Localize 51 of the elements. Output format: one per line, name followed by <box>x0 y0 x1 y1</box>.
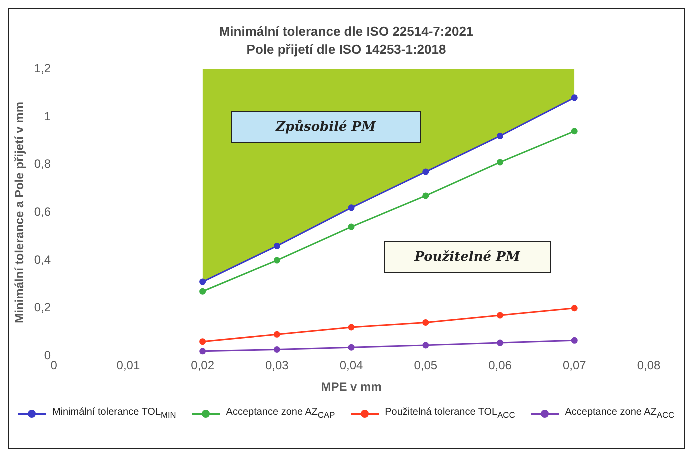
point <box>348 324 355 331</box>
point <box>571 94 578 102</box>
x-tick-label: 0,05 <box>414 358 438 373</box>
y-tick-label: 0,8 <box>34 157 52 172</box>
point <box>497 159 504 166</box>
y-tick-label: 0,2 <box>34 300 52 315</box>
point <box>274 242 280 250</box>
y-axis-title: Minimální tolerance a Pole přijetí v mm <box>12 102 27 324</box>
point <box>348 344 355 351</box>
point <box>200 348 206 355</box>
point <box>571 305 578 312</box>
x-tick-label: 0,06 <box>488 358 512 373</box>
legend-label: Acceptance zone AZ$_{ACC}$ <box>565 407 675 420</box>
point <box>422 192 430 200</box>
legend-label: Minimální tolerance TOL$_{MIN}$ <box>52 407 176 420</box>
point <box>274 346 280 353</box>
annotation: Způsobilé PM <box>276 120 376 134</box>
annotation: Použitelné PM <box>414 250 520 264</box>
y-tick-label: 0 <box>44 348 52 363</box>
label-box: Použitelné PM <box>384 241 551 273</box>
label-box: Způsobilé PM <box>231 111 421 143</box>
legend-label: Acceptance zone AZ$_{CAP}$ <box>226 407 336 420</box>
point <box>422 168 430 176</box>
point <box>200 338 206 346</box>
y-tick-label: 0,6 <box>34 205 52 220</box>
y-tick-label: 1,2 <box>34 62 52 76</box>
point <box>348 224 355 230</box>
y-tick-label: 0,4 <box>34 252 52 267</box>
point <box>422 319 430 326</box>
point <box>571 337 578 344</box>
x-tick-label: 0,07 <box>562 358 587 373</box>
point <box>200 288 206 295</box>
point <box>200 278 206 286</box>
point <box>348 204 355 212</box>
point <box>497 312 504 319</box>
point <box>571 128 578 135</box>
x-tick-label: 0,02 <box>191 358 215 373</box>
legend-label: Použitelná tolerance TOL$_{ACC}$ <box>385 407 516 420</box>
x-tick-label: 0,03 <box>265 358 290 373</box>
point <box>274 331 280 338</box>
y-tick-label: 1 <box>44 109 52 124</box>
point <box>274 257 280 264</box>
point <box>497 132 504 140</box>
x-tick-label: 0,08 <box>637 358 661 373</box>
point <box>497 340 504 346</box>
point <box>422 342 430 349</box>
x-tick-label: 0,01 <box>116 358 140 373</box>
x-axis-title: MPE v mm <box>321 380 382 394</box>
chart-title: Minimální tolerance dle ISO 22514-7:2021 <box>218 23 475 41</box>
x-tick-label: 0,04 <box>340 358 364 373</box>
chart-subtitle: Pole přijetí dle ISO 14253-1:2018 <box>246 41 448 59</box>
